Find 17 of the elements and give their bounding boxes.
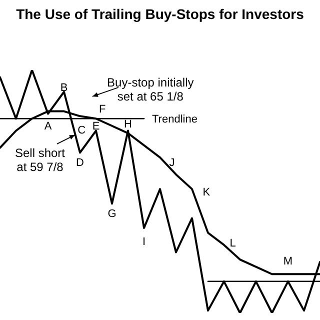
annotation: K (202, 186, 211, 198)
annotation: Buy-stop initially set at 65 1/8 (107, 76, 194, 104)
series-label: Trendline (152, 114, 198, 126)
annotation: B (60, 82, 68, 94)
chart-title: The Use of Trailing Buy-Stops for Investors (15, 6, 305, 22)
annotation: F (99, 104, 106, 116)
annotation: D (76, 157, 84, 170)
annotation: I (142, 236, 146, 248)
annotation: C (78, 124, 86, 136)
annotation: A (44, 120, 52, 133)
annotation: E (92, 120, 100, 133)
annotation: Sell short at 59 7/8 (14, 146, 66, 174)
annotation: M (283, 256, 293, 268)
annotation: J (169, 157, 175, 170)
annotation: H (124, 118, 132, 130)
annotation: G (108, 208, 116, 220)
annotation: L (230, 237, 236, 250)
